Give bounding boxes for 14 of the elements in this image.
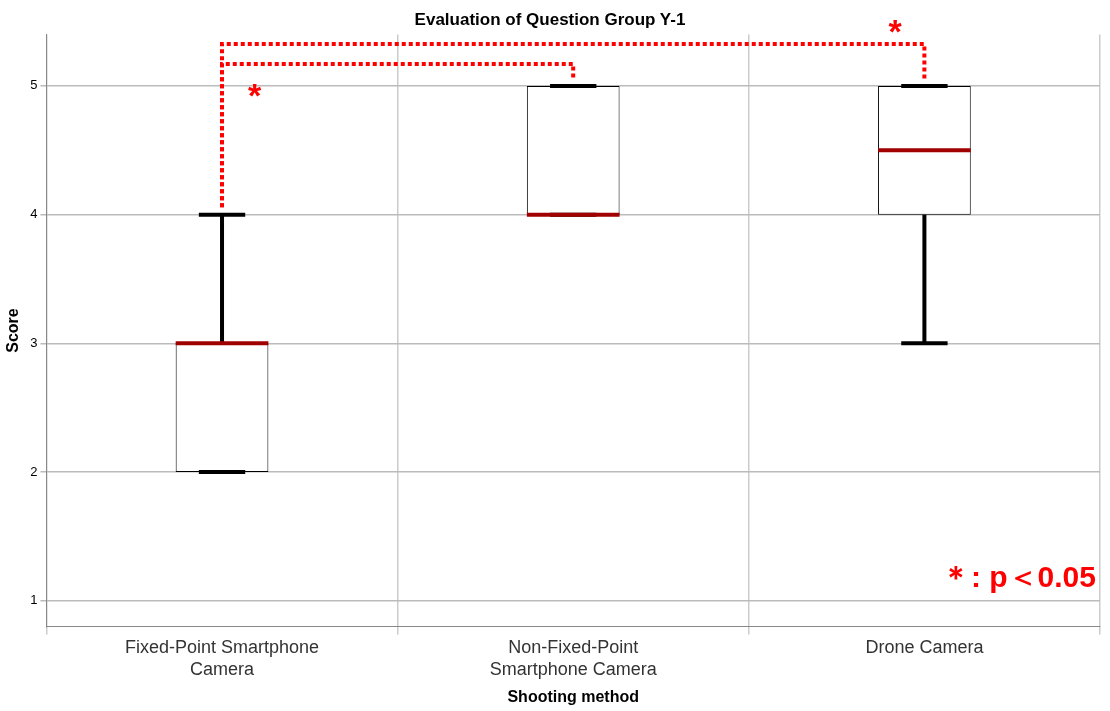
annotation: * [888, 12, 902, 52]
x-tick-label: Fixed-Point Smartphone Camera [124, 637, 320, 679]
y-tick-label: 3 [30, 334, 38, 350]
x-axis-title: Shooting method [507, 687, 639, 705]
annotation: * [248, 76, 262, 116]
y-tick-label: 5 [30, 77, 38, 93]
chart-title: Evaluation of Question Group Y-1 [414, 9, 686, 29]
y-tick-label: 4 [30, 206, 38, 222]
annotation: ＊: p＜0.05 [940, 558, 1096, 595]
y-tick-label: 1 [30, 592, 38, 608]
y-axis-title: Score [4, 308, 22, 353]
x-tick-label: Drone Camera [865, 637, 985, 658]
x-tick-label: Non-Fixed-Point Smartphone Camera [489, 637, 658, 679]
y-tick-label: 2 [30, 463, 38, 479]
